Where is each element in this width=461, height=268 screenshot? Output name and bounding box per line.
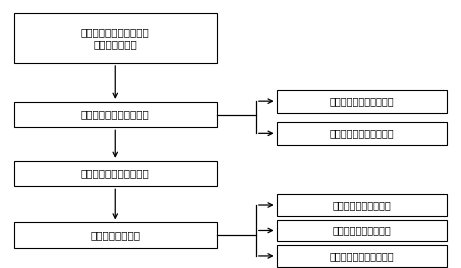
Text: 计算其他车辆的停车次数: 计算其他车辆的停车次数 (81, 169, 150, 178)
Text: 计算相位车均停车次数: 计算相位车均停车次数 (332, 200, 391, 210)
Text: 计算有效车辆的停车次数: 计算有效车辆的停车次数 (81, 110, 150, 120)
Text: 计算有效车辆的停车次数: 计算有效车辆的停车次数 (330, 128, 394, 138)
Text: 计算均车停车次数: 计算均车停车次数 (90, 230, 140, 240)
Bar (277, 122, 447, 145)
Bar (14, 13, 217, 63)
Bar (277, 220, 447, 241)
Text: 计算信号周期方案并获取
过车时刻数据集: 计算信号周期方案并获取 过车时刻数据集 (81, 27, 150, 49)
Bar (14, 102, 217, 127)
Text: 计算路段车均停车次数: 计算路段车均停车次数 (332, 225, 391, 236)
Bar (14, 161, 217, 186)
Bar (277, 194, 447, 216)
Bar (277, 245, 447, 267)
Bar (14, 222, 217, 248)
Bar (277, 90, 447, 113)
Text: 计算有效车辆的行程时间: 计算有效车辆的行程时间 (330, 96, 394, 106)
Text: 计算交叉口车均停车次数: 计算交叉口车均停车次数 (330, 251, 394, 261)
